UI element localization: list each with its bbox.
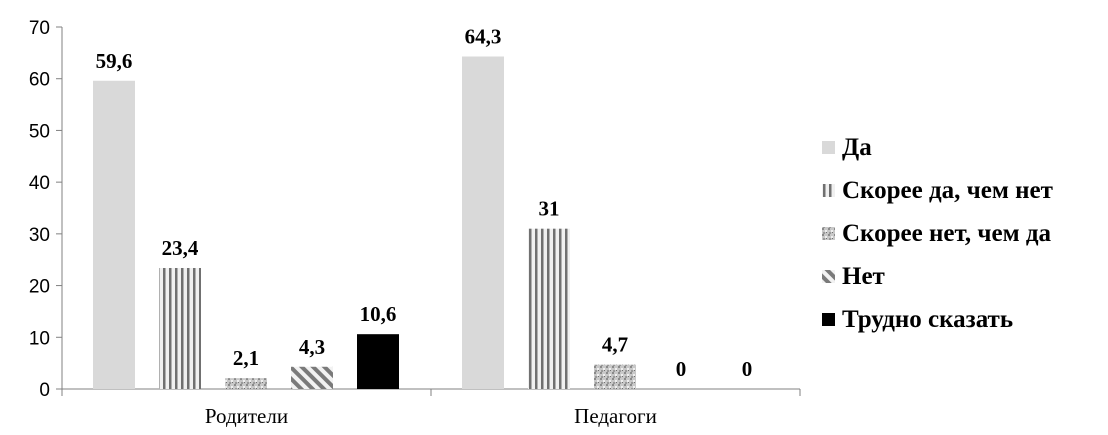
axes: 0 10 20 30 40 50 60 70 Родители Педагоги xyxy=(29,18,801,428)
data-label: 2,1 xyxy=(233,346,259,370)
y-tick-label: 70 xyxy=(29,18,50,39)
data-label: 0 xyxy=(742,357,753,381)
legend-swatch xyxy=(822,227,835,240)
y-tick-label: 50 xyxy=(29,121,50,142)
data-label: 64,3 xyxy=(465,24,502,48)
legend-swatch xyxy=(822,141,835,154)
legend-label: Нет xyxy=(842,263,885,290)
legend: Да Скорее да, чем нет Скорее нет, чем да Не… xyxy=(822,134,1053,333)
legend-label: Да xyxy=(842,134,872,161)
bar-3-1 xyxy=(225,378,267,389)
data-labels: 59,6 23,4 2,1 4,3 10,6 64,3 31 4,7 0 0 xyxy=(96,24,753,381)
legend-swatch xyxy=(822,313,835,326)
legend-swatch xyxy=(822,270,835,283)
legend-swatch xyxy=(822,184,835,197)
bar-1-1 xyxy=(93,80,135,389)
data-label: 4,7 xyxy=(602,333,628,357)
data-label: 4,3 xyxy=(299,335,325,359)
bar-2-2 xyxy=(528,228,570,389)
y-tick-label: 30 xyxy=(29,225,50,246)
bar-5-1 xyxy=(357,334,399,389)
data-label: 59,6 xyxy=(96,49,133,73)
y-tick-label: 40 xyxy=(29,173,50,194)
legend-label: Скорее да, чем нет xyxy=(842,177,1053,204)
bar-3-2 xyxy=(594,364,636,389)
bars xyxy=(93,56,636,389)
y-tick-label: 10 xyxy=(29,328,50,349)
data-label: 10,6 xyxy=(360,302,397,326)
bar-4-1 xyxy=(291,366,333,389)
x-category-label: Родители xyxy=(205,404,288,428)
legend-label: Трудно сказать xyxy=(842,306,1013,333)
legend-label: Скорее нет, чем да xyxy=(842,220,1051,247)
data-label: 23,4 xyxy=(162,236,199,260)
x-category-label: Педагоги xyxy=(574,404,657,428)
data-label: 31 xyxy=(539,197,560,221)
bar-2-1 xyxy=(159,267,201,389)
data-label: 0 xyxy=(676,357,687,381)
y-tick-label: 0 xyxy=(39,380,50,401)
bar-1-2 xyxy=(462,56,504,389)
y-tick-label: 20 xyxy=(29,277,50,298)
y-tick-label: 60 xyxy=(29,70,50,91)
